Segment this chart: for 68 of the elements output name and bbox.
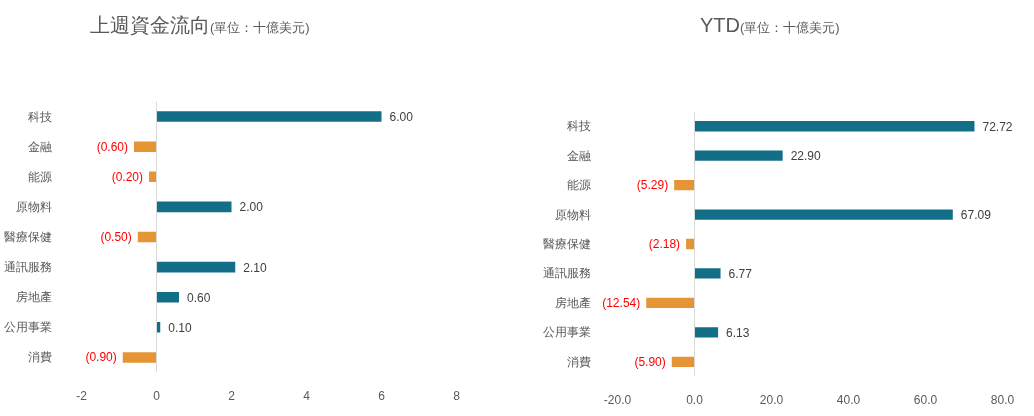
x-tick-label: 0.0 xyxy=(686,392,704,407)
chart-title: 上週資金流向 xyxy=(90,14,210,36)
x-tick-label: 0 xyxy=(153,388,161,403)
x-tick-label: 6 xyxy=(378,388,386,403)
chart-subtitle: (單位：十億美元) xyxy=(210,20,310,35)
data-label: (0.50) xyxy=(100,230,132,244)
y-tick-label: 能源 xyxy=(27,169,52,184)
y-tick-label: 公用事業 xyxy=(542,325,591,340)
x-tick-label: 40.0 xyxy=(836,392,861,407)
bar xyxy=(686,238,695,250)
data-label: 6.13 xyxy=(726,325,750,340)
bar xyxy=(674,179,695,191)
data-label: (12.54) xyxy=(602,295,641,310)
y-tick-label: 科技 xyxy=(27,109,52,124)
x-tick-label: 80.0 xyxy=(990,392,1015,407)
data-label: 6.00 xyxy=(389,110,414,125)
y-tick-label: 通訊服務 xyxy=(542,266,591,281)
data-label: 0.60 xyxy=(187,290,211,305)
x-tick-label: 8 xyxy=(453,388,461,403)
y-tick-label: 醫療保健 xyxy=(3,230,52,244)
y-tick-label: 房地產 xyxy=(15,290,52,305)
data-label: (5.29) xyxy=(636,178,669,193)
x-tick-label: 2 xyxy=(228,388,236,403)
y-tick-label: 消費 xyxy=(27,350,52,365)
y-tick-label: 能源 xyxy=(566,178,591,193)
data-label: 6.77 xyxy=(728,266,753,281)
data-label: (0.90) xyxy=(85,350,117,365)
y-tick-label: 原物料 xyxy=(554,207,591,222)
bar xyxy=(156,201,232,213)
data-label: 22.90 xyxy=(790,149,822,164)
y-tick-label: 金融 xyxy=(566,148,591,163)
data-label: (0.60) xyxy=(96,139,129,154)
y-tick-label: 醫療保健 xyxy=(542,237,591,251)
data-label: 2.10 xyxy=(243,260,267,275)
data-label: 67.09 xyxy=(960,208,992,223)
bar xyxy=(122,352,157,363)
chart-subtitle: (單位：十億美元) xyxy=(740,20,840,35)
data-label: 0.10 xyxy=(168,320,192,335)
bar xyxy=(694,268,721,279)
x-tick-label: 60.0 xyxy=(913,392,938,407)
y-tick-label: 通訊服務 xyxy=(3,260,52,275)
bar xyxy=(694,150,783,161)
x-tick-label: 20.0 xyxy=(759,392,784,407)
x-tick-label: 4 xyxy=(303,388,311,403)
data-label: (5.90) xyxy=(634,354,666,369)
y-tick-label: 公用事業 xyxy=(3,320,52,335)
x-tick-label: -20.0 xyxy=(603,392,632,407)
bar xyxy=(156,261,236,273)
bar xyxy=(156,111,382,122)
bar xyxy=(137,231,157,243)
bar xyxy=(694,121,975,132)
data-label: 72.72 xyxy=(982,119,1013,134)
bar xyxy=(694,209,953,220)
chart-title: YTD xyxy=(700,14,740,36)
y-tick-label: 房地產 xyxy=(554,295,591,310)
bar xyxy=(694,327,719,338)
data-label: (2.18) xyxy=(648,237,681,251)
y-tick-label: 消費 xyxy=(566,354,591,369)
y-tick-label: 原物料 xyxy=(15,199,52,214)
bar xyxy=(671,356,695,367)
y-tick-label: 科技 xyxy=(566,119,591,134)
y-tick-label: 金融 xyxy=(27,139,52,154)
bar xyxy=(156,291,179,303)
bar xyxy=(134,141,157,152)
x-tick-label: -2 xyxy=(76,388,88,403)
data-label: (0.20) xyxy=(111,169,144,184)
data-label: 2.00 xyxy=(239,200,264,215)
bar xyxy=(646,297,695,309)
